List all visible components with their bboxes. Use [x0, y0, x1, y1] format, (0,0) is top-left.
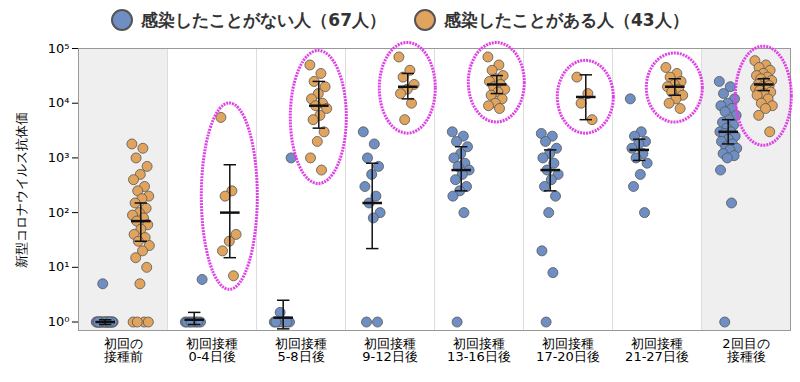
svg-text:新型コロナウイルス抗体価: 新型コロナウイルス抗体価: [14, 112, 29, 268]
svg-text:初回接種17-20日後: 初回接種17-20日後: [536, 336, 600, 364]
svg-text:2回目の接種後: 2回目の接種後: [722, 336, 769, 364]
html-text:感染したことがない人（67人）: 感染したことがない人（67人）: [141, 9, 386, 30]
svg-text:初回接種5-8日後: 初回接種5-8日後: [275, 336, 327, 364]
svg-text:初回接種9-12日後: 初回接種9-12日後: [362, 336, 418, 364]
svg-text:10¹: 10¹: [48, 259, 70, 274]
svg-text:初回の接種前: 初回の接種前: [104, 336, 143, 364]
svg-text:初回接種21-27日後: 初回接種21-27日後: [625, 336, 689, 364]
html-text:感染したことがある人（43人）: 感染したことがある人（43人）: [444, 9, 689, 30]
svg-text:10³: 10³: [48, 150, 70, 165]
svg-text:初回接種13-16日後: 初回接種13-16日後: [447, 336, 511, 364]
svg-text:初回接種0-4日後: 初回接種0-4日後: [186, 336, 238, 364]
svg-text:10⁴: 10⁴: [48, 95, 70, 110]
svg-text:10²: 10²: [48, 205, 70, 220]
svg-text:10⁵: 10⁵: [48, 41, 70, 56]
svg-text:10⁰: 10⁰: [48, 314, 70, 329]
